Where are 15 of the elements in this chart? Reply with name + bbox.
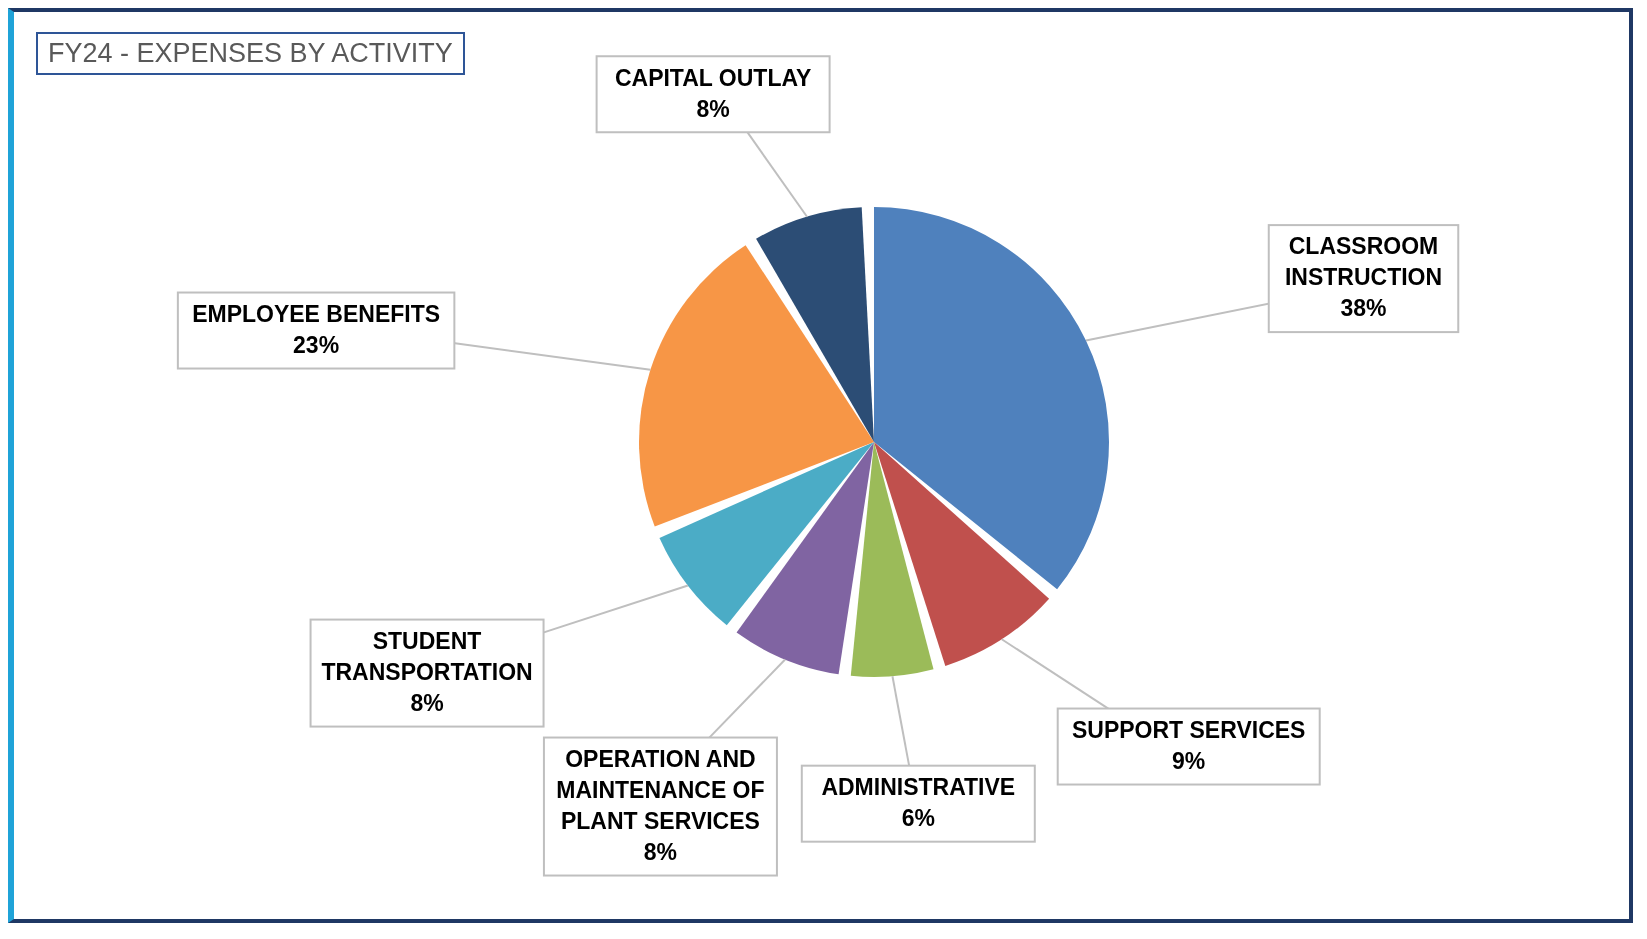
data-label: 6%	[901, 805, 935, 831]
data-label: 9%	[1172, 747, 1206, 774]
data-label: 8%	[410, 689, 444, 716]
data-label: 23%	[293, 331, 340, 358]
chart-title: FY24 - EXPENSES BY ACTIVITY	[36, 32, 465, 75]
slice-label: SUPPORT SERVICES	[1071, 716, 1306, 743]
slice-label: ADMINISTRATIVE	[821, 774, 1016, 800]
data-label: 8%	[696, 95, 730, 122]
slice-label: OPERATION AND MAINTENANCE OF PLANT SERVICES	[556, 745, 765, 834]
slice-label: CLASSROOM INSTRUCTION	[1284, 233, 1443, 291]
slice-label: STUDENT TRANSPORTATION	[321, 627, 533, 685]
data-label: 38%	[1340, 295, 1387, 322]
data-label: 8%	[643, 838, 678, 865]
slice-label: EMPLOYEE BENEFITS	[192, 300, 441, 327]
slice-label: CAPITAL OUTLAY	[614, 64, 812, 91]
